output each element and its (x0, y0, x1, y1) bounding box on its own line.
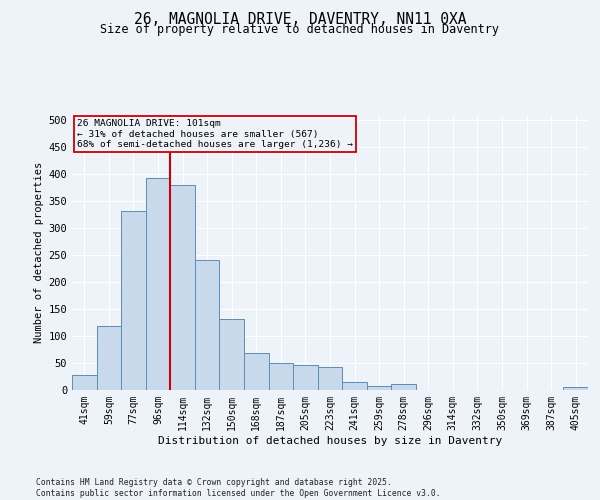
Bar (121, 211, 146, 390)
Bar (293, 364, 318, 390)
Text: 26 MAGNOLIA DRIVE: 101sqm
← 31% of detached houses are smaller (567)
68% of semi: 26 MAGNOLIA DRIVE: 101sqm ← 31% of detac… (77, 119, 353, 149)
Y-axis label: Number of detached properties: Number of detached properties (34, 162, 44, 343)
Bar (220, 320, 244, 390)
Bar (195, 260, 220, 390)
Bar (269, 363, 293, 390)
Text: Size of property relative to detached houses in Daventry: Size of property relative to detached ho… (101, 22, 499, 36)
Bar (170, 184, 195, 390)
Bar (342, 382, 367, 390)
X-axis label: Distribution of detached houses by size in Daventry: Distribution of detached houses by size … (158, 436, 502, 446)
Text: 26, MAGNOLIA DRIVE, DAVENTRY, NN11 0XA: 26, MAGNOLIA DRIVE, DAVENTRY, NN11 0XA (134, 12, 466, 28)
Bar (146, 178, 170, 390)
Bar (367, 386, 391, 390)
Bar (318, 368, 342, 390)
Bar (244, 354, 269, 390)
Bar (563, 387, 588, 390)
Bar (97, 326, 121, 390)
Bar (72, 376, 97, 390)
Text: Contains HM Land Registry data © Crown copyright and database right 2025.
Contai: Contains HM Land Registry data © Crown c… (36, 478, 440, 498)
Bar (391, 384, 416, 390)
